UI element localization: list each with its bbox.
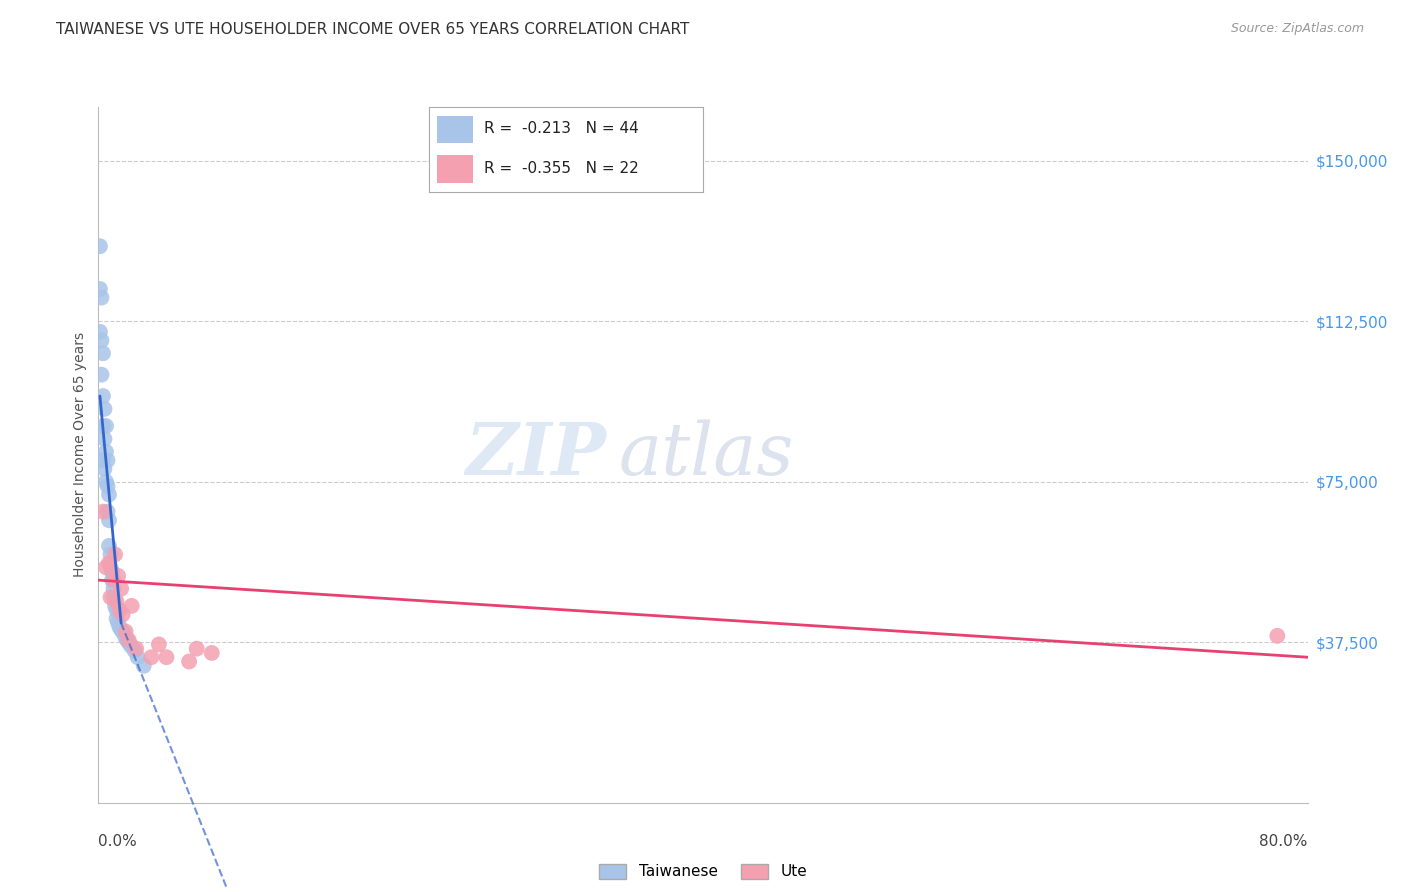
Point <box>103 573 125 587</box>
Point <box>108 603 131 617</box>
Point <box>98 513 121 527</box>
Point <box>118 633 141 648</box>
Point <box>94 560 117 574</box>
Point <box>107 569 129 583</box>
Point <box>112 626 135 640</box>
Point <box>96 453 118 467</box>
Point <box>101 565 124 579</box>
Point <box>96 505 118 519</box>
Point <box>110 623 132 637</box>
Point <box>108 620 131 634</box>
Y-axis label: Householder Income Over 65 years: Householder Income Over 65 years <box>73 333 87 577</box>
Point <box>90 334 112 348</box>
Point <box>155 650 177 665</box>
Point <box>104 548 127 562</box>
Point <box>179 655 201 669</box>
Point <box>100 548 122 562</box>
Text: Source: ZipAtlas.com: Source: ZipAtlas.com <box>1230 22 1364 36</box>
Point <box>90 368 112 382</box>
Point <box>98 539 121 553</box>
Point <box>105 612 128 626</box>
Point <box>98 556 121 570</box>
Point <box>1267 629 1289 643</box>
Point <box>114 624 136 639</box>
Point <box>115 633 138 648</box>
Point <box>111 607 134 622</box>
Point <box>101 573 124 587</box>
Point <box>94 444 117 458</box>
Point <box>104 599 127 613</box>
Point <box>186 641 208 656</box>
Point <box>121 640 143 654</box>
Point <box>118 635 141 649</box>
Point <box>114 631 136 645</box>
Point <box>91 346 114 360</box>
Point <box>93 401 115 416</box>
Point <box>121 599 143 613</box>
Point <box>120 637 142 651</box>
Text: 80.0%: 80.0% <box>1260 834 1308 849</box>
Point <box>127 650 149 665</box>
Text: 0.0%: 0.0% <box>98 834 138 849</box>
Point <box>125 641 148 656</box>
Point <box>94 475 117 489</box>
Point <box>124 644 146 658</box>
Point <box>105 594 128 608</box>
Text: R =  -0.213   N = 44: R = -0.213 N = 44 <box>484 121 638 136</box>
Text: TAIWANESE VS UTE HOUSEHOLDER INCOME OVER 65 YEARS CORRELATION CHART: TAIWANESE VS UTE HOUSEHOLDER INCOME OVER… <box>56 22 689 37</box>
Point <box>93 432 115 446</box>
Point <box>89 239 111 253</box>
FancyBboxPatch shape <box>437 116 472 144</box>
Point <box>110 582 132 596</box>
Text: atlas: atlas <box>619 419 794 491</box>
Point <box>94 419 117 434</box>
Point <box>111 624 134 639</box>
Point <box>96 479 118 493</box>
Point <box>103 591 125 605</box>
Point <box>103 582 125 596</box>
Point <box>105 603 128 617</box>
Point <box>201 646 224 660</box>
Point <box>91 453 114 467</box>
Point <box>90 291 112 305</box>
Point <box>89 282 111 296</box>
Point <box>93 462 115 476</box>
Point <box>141 650 163 665</box>
Point <box>98 487 121 501</box>
Point <box>91 419 114 434</box>
Point <box>132 658 155 673</box>
Point <box>100 591 122 605</box>
Text: ZIP: ZIP <box>465 419 606 491</box>
Point <box>89 325 111 339</box>
Point <box>91 389 114 403</box>
Legend: Taiwanese, Ute: Taiwanese, Ute <box>593 857 813 886</box>
FancyBboxPatch shape <box>437 155 472 183</box>
Text: R =  -0.355   N = 22: R = -0.355 N = 22 <box>484 161 638 177</box>
Point <box>100 560 122 574</box>
Point <box>91 505 114 519</box>
Point <box>107 615 129 630</box>
Point <box>148 637 170 651</box>
